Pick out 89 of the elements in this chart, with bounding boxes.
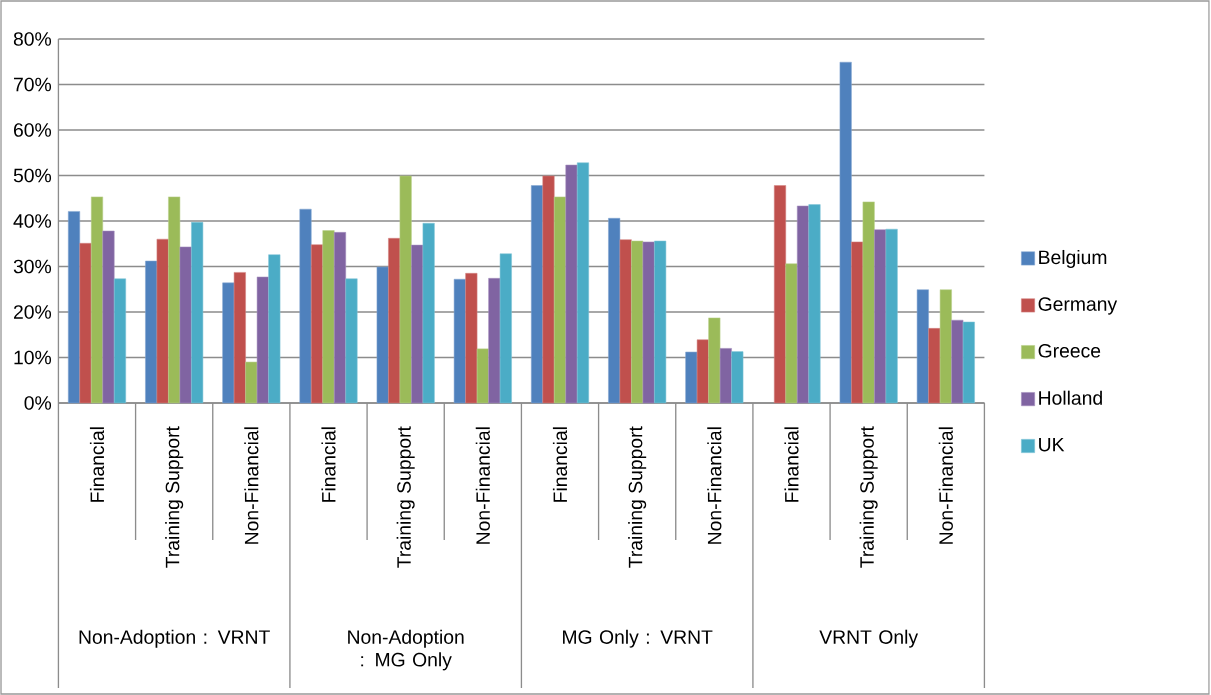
bar — [476, 348, 489, 404]
bar — [719, 348, 732, 404]
legend-label: Holland — [1039, 390, 1102, 405]
bar — [68, 211, 81, 404]
x-tick-label: Financial — [552, 427, 568, 502]
text: MG Only : VRNT — [563, 629, 713, 648]
bar — [322, 230, 335, 404]
bar — [796, 205, 810, 404]
bar — [145, 260, 158, 404]
bar — [631, 240, 644, 404]
bar — [916, 289, 929, 404]
bar — [422, 223, 435, 404]
bar — [388, 238, 401, 404]
bar — [773, 185, 787, 404]
bar — [233, 272, 246, 404]
x-tick-label: Non-Financial — [707, 427, 722, 544]
bar — [608, 217, 621, 404]
x-tick-label: Financial — [321, 427, 336, 502]
bar — [465, 273, 478, 404]
bar — [179, 246, 192, 404]
x-tick-label: Financial — [89, 427, 105, 502]
bar — [245, 361, 258, 404]
bar — [345, 278, 358, 404]
y-tick-label: 40% — [13, 214, 52, 228]
bar — [553, 196, 567, 404]
x-tick-label: Training Support — [859, 426, 878, 568]
legend-label: Belgium — [1039, 249, 1107, 268]
bar — [376, 266, 389, 404]
bar — [256, 276, 269, 404]
bar — [488, 278, 501, 404]
bar — [708, 317, 721, 404]
bar — [862, 201, 875, 404]
bar — [874, 229, 887, 404]
bar — [499, 253, 512, 404]
y-tick-label: 80% — [13, 32, 52, 46]
bar — [685, 351, 698, 404]
bar — [654, 240, 667, 404]
bar — [619, 239, 632, 404]
bar — [542, 175, 555, 404]
bar — [731, 351, 744, 404]
bar — [310, 244, 324, 404]
y-tick-label: 20% — [14, 305, 52, 319]
bar — [79, 243, 92, 404]
bar — [839, 61, 852, 404]
legend-label: UK — [1039, 437, 1065, 452]
bar — [399, 175, 412, 404]
bar — [333, 232, 347, 404]
legend-label: Germany — [1038, 297, 1118, 315]
bar — [102, 230, 115, 404]
bar — [222, 282, 235, 404]
bar — [411, 244, 424, 404]
bar — [696, 339, 709, 404]
x-tick-label: Non-Financial — [938, 427, 953, 544]
bar — [268, 254, 281, 404]
x-tick-label: Training Support — [628, 426, 647, 568]
y-tick-label: 60% — [14, 123, 52, 137]
bar — [90, 196, 104, 404]
bar — [951, 319, 964, 404]
y-tick-label: 0% — [24, 396, 52, 410]
text: Non-Adoption : MG Only — [348, 629, 464, 671]
x-tick-label: Non-Financial — [244, 427, 259, 544]
bar — [453, 278, 466, 404]
y-tick-label: 10% — [14, 350, 52, 365]
y-tick-label: 70% — [14, 77, 52, 92]
bar — [851, 241, 864, 404]
bar — [885, 228, 898, 404]
bar — [808, 204, 821, 404]
bar — [565, 164, 578, 404]
x-tick-label: Training Support — [396, 426, 415, 568]
bar — [168, 196, 181, 404]
x-tick-label: Non-Financial — [475, 427, 490, 544]
bar — [785, 263, 798, 404]
bar — [576, 162, 590, 404]
bar — [299, 208, 312, 404]
text: Non-Adoption : VRNT — [79, 629, 270, 648]
x-tick-label: Financial — [784, 427, 799, 502]
bar — [191, 222, 204, 404]
y-tick-label: 50% — [13, 168, 52, 183]
bar — [113, 278, 127, 404]
y-tick-label: 30% — [13, 259, 52, 274]
bar — [156, 238, 169, 404]
bar — [939, 289, 952, 404]
bar — [531, 185, 544, 404]
bar — [642, 241, 655, 404]
bar — [928, 328, 941, 404]
legend-label: Greece — [1038, 343, 1101, 358]
text: VRNT Only — [819, 629, 919, 648]
bar — [962, 321, 975, 404]
x-tick-label: Training Support — [165, 426, 184, 568]
